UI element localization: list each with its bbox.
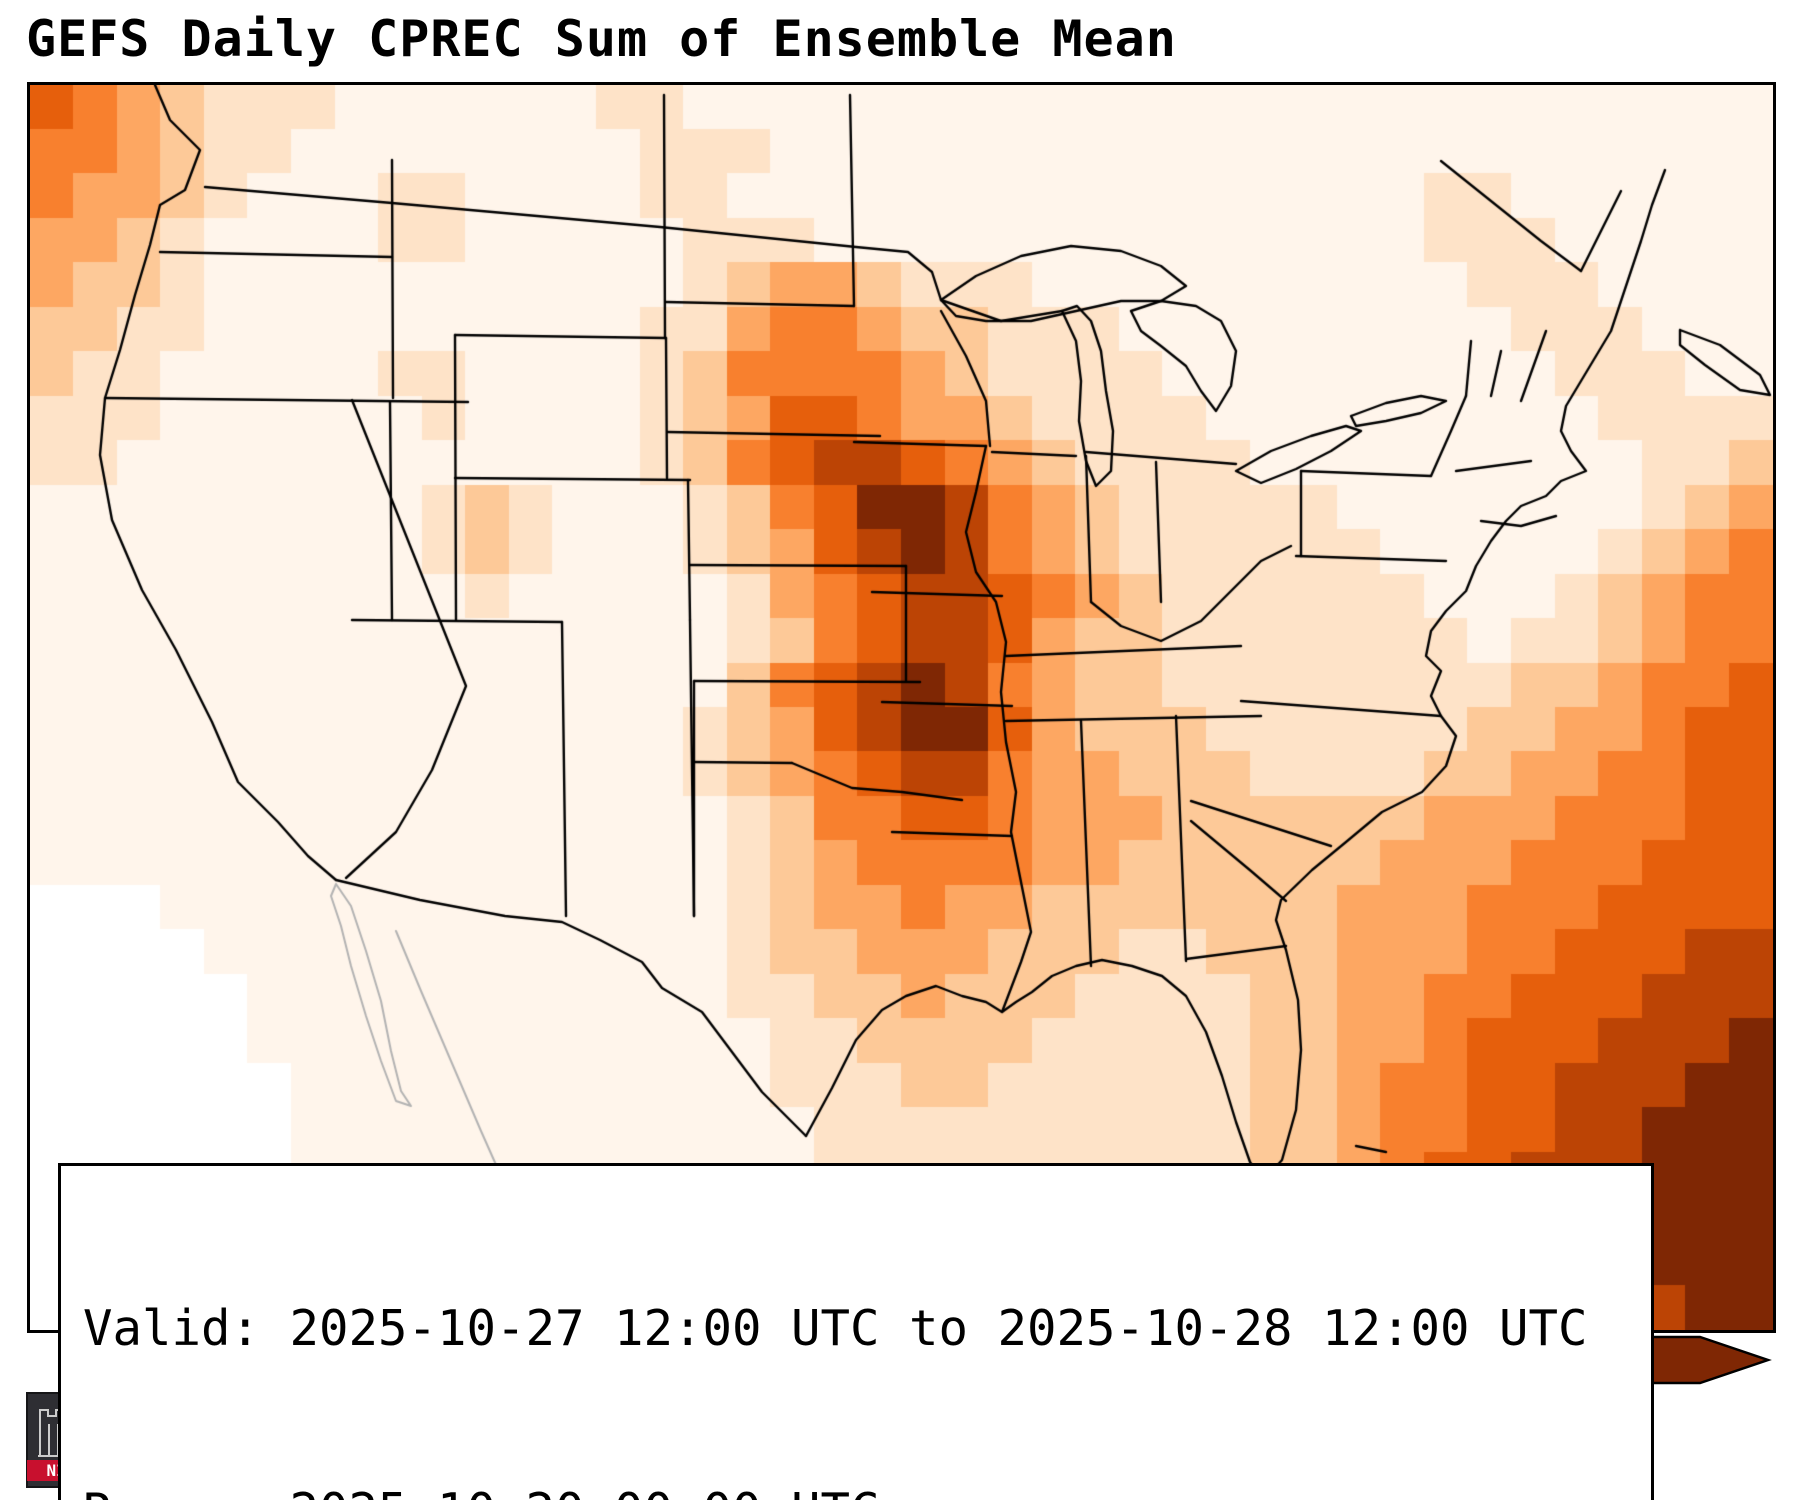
page-title: GEFS Daily CPREC Sum of Ensemble Mean (26, 10, 1177, 68)
precip-map-canvas (30, 85, 1773, 1330)
run-time-line: Run: 2025-10-20 00:00 UTC (83, 1481, 1641, 1500)
valid-run-info-box: Valid: 2025-10-27 12:00 UTC to 2025-10-2… (58, 1163, 1654, 1500)
map-frame: Valid: 2025-10-27 12:00 UTC to 2025-10-2… (27, 82, 1776, 1500)
valid-time-line: Valid: 2025-10-27 12:00 UTC to 2025-10-2… (83, 1300, 1588, 1357)
